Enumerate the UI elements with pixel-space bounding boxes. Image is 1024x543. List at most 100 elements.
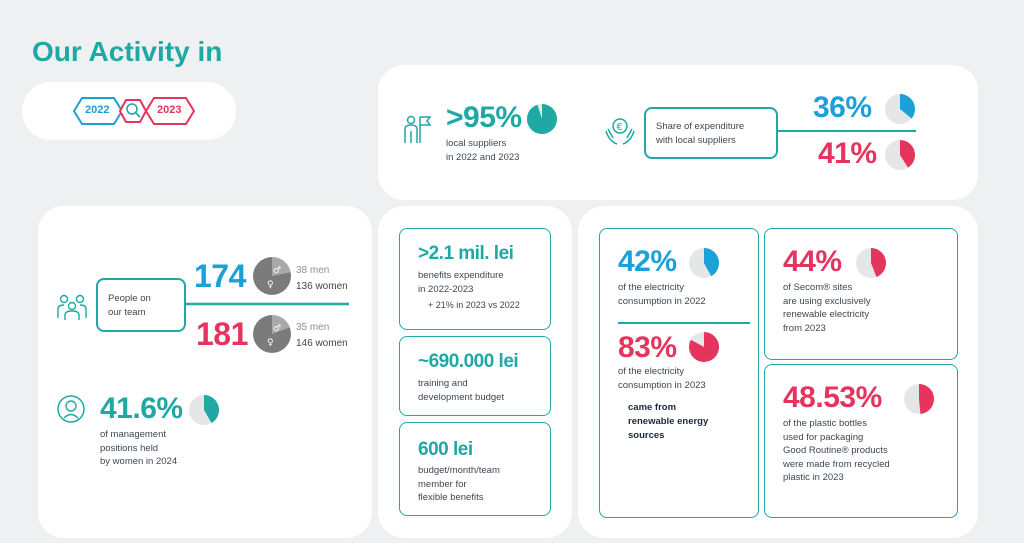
team-card: People on our team 174 ♂ ♀ 38 men 136 wo… (38, 206, 372, 538)
team-2023-count: 181 (196, 316, 248, 352)
management-value: 41.6% (100, 392, 183, 425)
electricity-2022-pie (689, 248, 719, 278)
woman-icon (57, 395, 85, 423)
environment-card: 42% of the electricity consumption in 20… (578, 206, 978, 538)
magnifier-icon (126, 103, 141, 118)
management-desc: of management positions held by women in… (100, 428, 177, 469)
plastic-desc-line3: Good Routine® products (783, 445, 888, 456)
team-2022-men: 38 men (296, 265, 330, 276)
electricity-note-line1: came from (628, 402, 677, 413)
electricity-2022-value: 42% (618, 245, 677, 278)
electricity-2022-desc-line1: of the electricity (618, 282, 684, 293)
sites-desc-line1: of Secom® sites (783, 282, 853, 293)
suppliers-pie-slice (527, 104, 557, 134)
suppliers-card: >95% local suppliers in 2022 and 2023 € … (378, 65, 978, 200)
year-2022[interactable]: 2022 (85, 104, 110, 116)
expenditure-label-line2: with local suppliers (656, 134, 736, 146)
euro-hands-icon: € (605, 118, 635, 145)
management-desc-line3: by women in 2024 (100, 456, 178, 467)
flex-desc-line3: flexible benefits (418, 492, 484, 503)
management-desc-line1: of management (100, 429, 167, 440)
team-2023-men: 35 men (296, 322, 330, 333)
flex-desc-line2: member for (418, 478, 467, 490)
team-2023-women: 146 women (296, 338, 348, 349)
electricity-2023-pie (689, 332, 719, 362)
expenditure-2023-value: 41% (818, 137, 877, 170)
expenditure-2022-pie-slice (900, 94, 915, 119)
electricity-2022-pie-slice (704, 248, 719, 277)
expenditure-label-line1: Share of expenditure (656, 121, 745, 132)
plastic-desc-line4: were made from recycled (783, 458, 890, 470)
plastic-value: 48.53% (783, 381, 882, 414)
suppliers-desc-line1: local suppliers (446, 138, 507, 149)
sites-pie (856, 248, 886, 278)
team-icon (57, 294, 87, 320)
benefits-desc-line1: benefits expenditure (418, 270, 504, 281)
male-symbol-icon: ♂ (273, 266, 281, 276)
flex-value: 600 lei (418, 439, 473, 460)
team-label-line2: our team (108, 306, 146, 318)
team-2022-women: 136 women (296, 281, 348, 292)
management-desc-line2: positions held (100, 442, 159, 454)
sites-desc-line3: renewable electricity (783, 309, 870, 320)
suppliers-value: >95% (446, 101, 522, 134)
plastic-pie (904, 384, 934, 414)
plastic-desc-line5: plastic in 2023 (783, 472, 844, 483)
training-value: ~690.000 lei (418, 351, 519, 372)
management-pie (189, 395, 219, 425)
svg-text:€: € (617, 122, 623, 133)
sites-pie-slice (871, 248, 886, 277)
training-box: ~690.000 lei training and development bu… (399, 336, 551, 416)
page-title: Our Activity in (32, 36, 223, 67)
female-symbol-icon: ♀ (267, 338, 274, 348)
electricity-box: 42% of the electricity consumption in 20… (599, 228, 759, 518)
training-desc-line1: training and (418, 378, 468, 389)
team-2023-men-slice (272, 315, 290, 334)
sites-desc-line4: from 2023 (783, 322, 826, 334)
male-symbol-icon: ♂ (273, 324, 281, 334)
sites-box: 44% of Secom® sites are using exclusivel… (764, 228, 958, 360)
sites-value: 44% (783, 245, 842, 278)
management-pie-slice (204, 395, 219, 423)
benefits-box: >2.1 mil. lei benefits expenditure in 20… (399, 228, 551, 330)
sites-desc-line2: are using exclusively (783, 295, 871, 307)
plastic-desc-line1: of the plastic bottles (783, 418, 867, 429)
year-selector-graphic (72, 97, 196, 125)
team-label-box: People on our team (96, 278, 186, 332)
benefits-desc-line2: in 2022-2023 (418, 283, 474, 295)
electricity-2023-desc-line1: of the electricity (618, 366, 684, 377)
people-flag-icon (404, 115, 432, 143)
expenditure-label-box: Share of expenditure with local supplier… (644, 107, 778, 159)
suppliers-pie (527, 104, 557, 134)
year-selector[interactable]: 2022 2023 (22, 82, 236, 140)
benefits-desc-line3: + 21% in 2023 vs 2022 (428, 300, 520, 310)
team-2022-count: 174 (194, 258, 246, 294)
team-label-line1: People on (108, 293, 151, 304)
training-desc-line2: development budget (418, 391, 505, 403)
team-2022-men-slice (272, 257, 291, 276)
electricity-note-line2: renewable energy (628, 416, 709, 427)
electricity-2023-desc-line2: consumption in 2023 (618, 379, 706, 391)
electricity-2022-desc-line2: consumption in 2022 (618, 295, 706, 307)
electricity-divider (618, 322, 750, 324)
plastic-pie-slice (919, 384, 934, 414)
suppliers-desc-line2: in 2022 and 2023 (446, 151, 520, 163)
year-2023[interactable]: 2023 (157, 104, 182, 116)
suppliers-desc: local suppliers in 2022 and 2023 (446, 137, 519, 164)
expenditure-connector (776, 130, 916, 132)
plastic-box: 48.53% of the plastic bottles used for p… (764, 364, 958, 518)
expenditure-2022-pie (885, 94, 915, 124)
flex-desc-line1: budget/month/team (418, 465, 500, 476)
expenditure-2023-pie (885, 140, 915, 170)
plastic-desc-line2: used for packaging (783, 431, 864, 443)
team-2022-gender-pie: ♂ ♀ (253, 257, 291, 295)
benefits-value: >2.1 mil. lei (418, 243, 514, 264)
electricity-2023-value: 83% (618, 331, 677, 364)
electricity-note-line3: sources (628, 430, 665, 441)
female-symbol-icon: ♀ (267, 280, 274, 290)
budget-card: >2.1 mil. lei benefits expenditure in 20… (378, 206, 572, 538)
flex-box: 600 lei budget/month/team member for fle… (399, 422, 551, 516)
team-connector (183, 302, 349, 306)
expenditure-2022-value: 36% (813, 91, 872, 124)
team-2023-gender-pie: ♂ ♀ (253, 315, 291, 353)
